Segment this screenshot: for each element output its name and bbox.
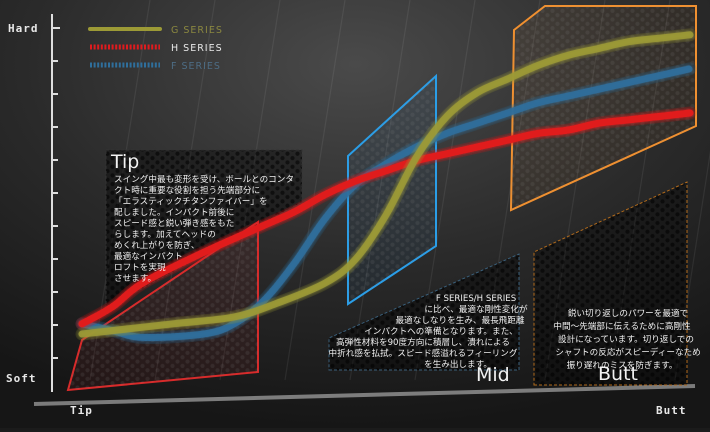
mid-panel-border — [328, 253, 520, 371]
tip-region-texture — [68, 222, 258, 390]
mid-panel-title: Mid — [476, 364, 510, 386]
tip-panel-border — [105, 149, 303, 309]
legend-label-g-series: G SERIES — [171, 25, 223, 36]
tip-panel-line: させます。 — [114, 273, 156, 284]
tip-panel: Tip スイング中最も変形を受け、ボールとのコンタ クト時に重要な役割を担う先端… — [110, 151, 294, 284]
mid-panel-line: F SERIES/H SERIES — [436, 294, 516, 304]
tip-panel-line: クト時に重要な役割を担う先端部分に — [114, 184, 260, 196]
mid-panel-line: 最適なしなりを生み、最長飛距離 — [396, 314, 525, 326]
mid-panel-line: を生み出します。 — [424, 358, 492, 370]
legend-label-f-series: F SERIES — [171, 61, 221, 72]
butt-panel-line: 中間～先端部に伝えるために高剛性 — [553, 320, 691, 332]
y-axis-label-soft: Soft — [6, 372, 37, 385]
butt-panel-texture — [534, 182, 687, 385]
tip-panel-line: 配しました。インパクト前後に — [114, 206, 234, 218]
tip-panel-line: スイング中最も変形を受け、ボールとのコンタ — [114, 173, 294, 185]
x-axis-line — [33, 384, 696, 406]
y-axis-label-hard: Hard — [8, 22, 39, 35]
butt-panel-border — [533, 181, 688, 386]
tip-panel-line: めくれ上がりを防ぎ、 — [114, 239, 200, 251]
y-axis-ticks — [52, 27, 60, 359]
tip-panel-line: ロフトを実現 — [114, 261, 166, 273]
butt-panel-line: シャフトの反応がスピーディーなため — [555, 346, 701, 358]
x-axis-label-butt: Butt — [656, 404, 687, 417]
mid-panel-texture — [329, 254, 519, 370]
mid-region-texture — [348, 76, 436, 304]
butt-panel-line: 設計になっています。切り返しでの — [558, 333, 694, 345]
x-axis-label-tip: Tip — [70, 404, 93, 417]
butt-panel-title: Butt — [598, 363, 638, 385]
mid-panel: F SERIES/H SERIES に比べ、最適な剛性変化が 最適なしなりを生み… — [329, 294, 528, 386]
tip-panel-title: Tip — [110, 151, 139, 173]
butt-panel-line: 鋭い切り返しのパワーを最適で — [568, 307, 688, 319]
butt-panel-line: 振り遅れのミスを防ぎます。 — [567, 359, 678, 371]
mid-panel-line: に比べ、最適な剛性変化が — [424, 303, 528, 315]
tip-panel-line: 最適なインパクト — [114, 250, 183, 262]
series-layer — [75, 28, 697, 345]
tip-panel-texture — [106, 150, 302, 308]
legend-label-h-series: H SERIES — [171, 43, 223, 54]
series-line-f-series — [78, 65, 694, 342]
panel-backgrounds — [105, 149, 688, 386]
tip-panel-line: スピード感と鋭い弾き感をもた — [114, 217, 234, 229]
mid-panel-line: 中折れ感を払拭。スピード感溢れるフィーリング — [329, 347, 518, 359]
mid-panel-line: 高弾性材料を90度方向に積層し、潰れによる — [336, 336, 510, 348]
butt-panel: 鋭い切り返しのパワーを最適で 中間～先端部に伝えるために高剛性 設計になっていま… — [553, 307, 700, 385]
mid-panel-line: インパクトへの準備となります。また、 — [364, 325, 518, 337]
series-line-g-series — [78, 31, 694, 338]
tip-panel-line: らします。加えてヘッドの — [114, 229, 216, 240]
legend: G SERIES H SERIES F SERIES — [88, 25, 223, 72]
tip-panel-line: 「エラスティックチタンファイバー」を — [114, 196, 268, 207]
